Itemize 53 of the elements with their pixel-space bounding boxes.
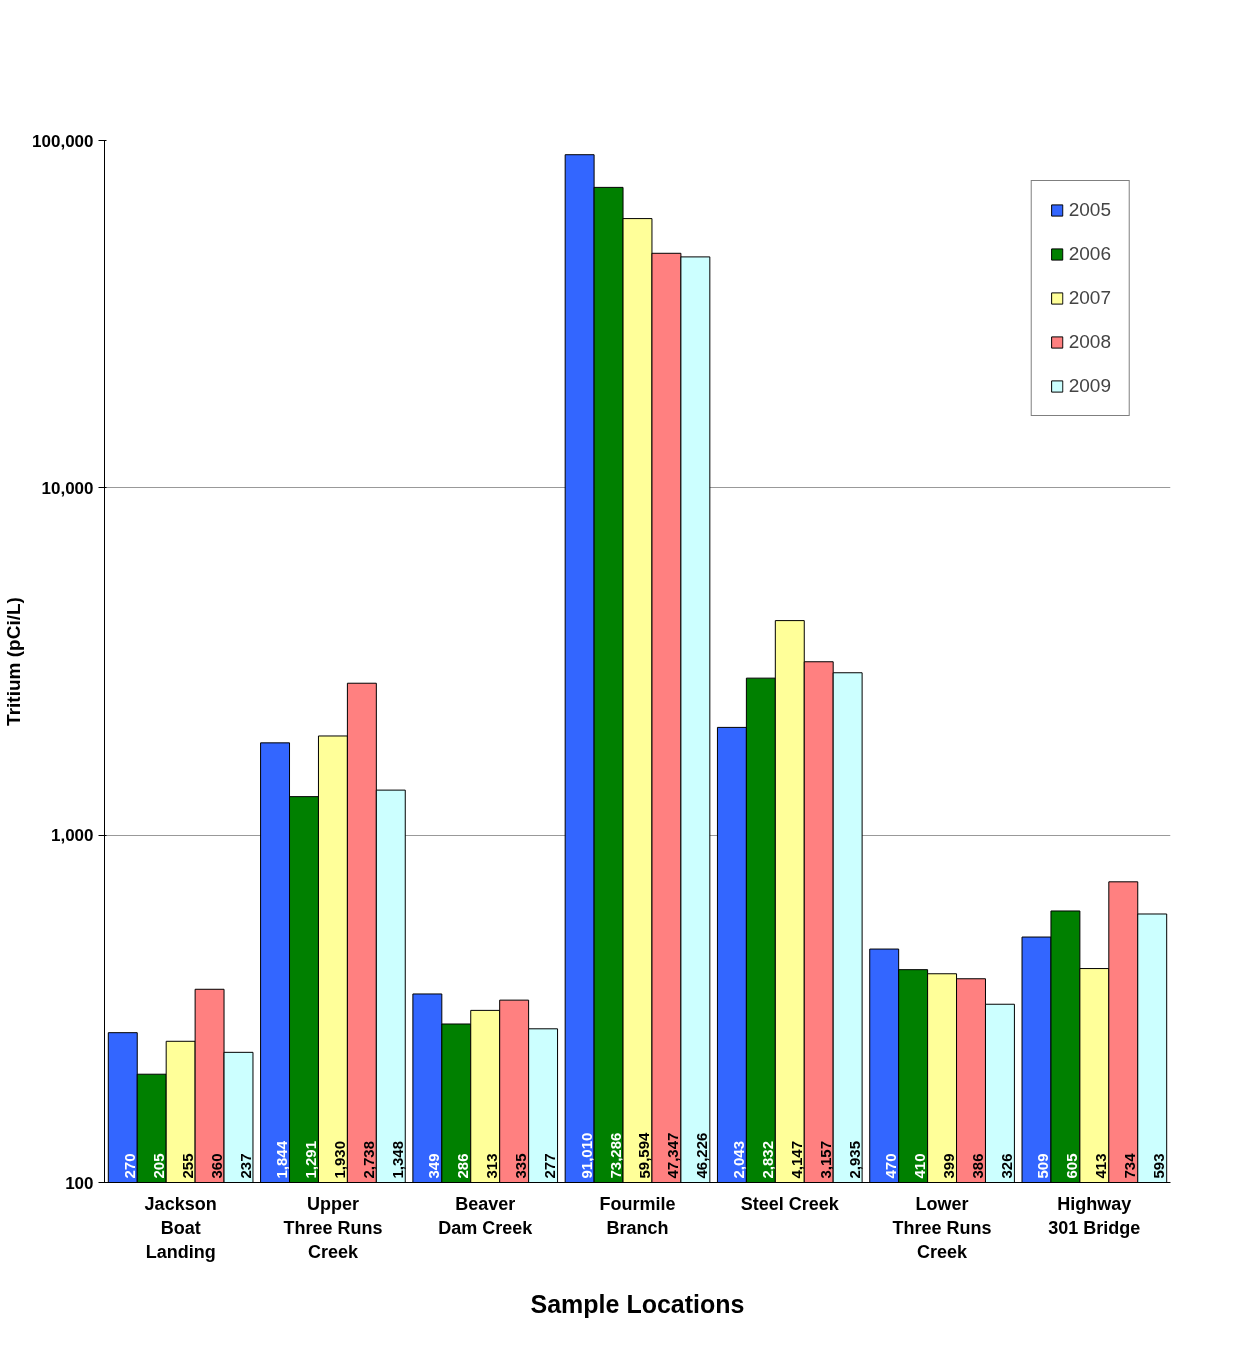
data-label: 410 — [911, 1153, 929, 1179]
data-label: 1,348 — [388, 1140, 406, 1179]
data-label: 593 — [1150, 1153, 1168, 1179]
y-tick-label: 100,000 — [32, 131, 94, 151]
data-label: 1,930 — [330, 1140, 348, 1179]
data-label: 73,286 — [606, 1132, 624, 1179]
data-label: 2,935 — [845, 1140, 863, 1179]
data-label: 335 — [512, 1153, 530, 1179]
data-label: 413 — [1092, 1153, 1110, 1179]
data-label: 2,832 — [758, 1140, 776, 1179]
data-label: 605 — [1063, 1153, 1081, 1179]
data-label: 326 — [997, 1153, 1015, 1179]
x-tick-label: Upper Three Runs Creek — [283, 1193, 383, 1262]
data-label: 270 — [120, 1153, 138, 1179]
data-label: 237 — [236, 1153, 254, 1179]
data-label: 286 — [454, 1153, 472, 1179]
data-label: 47,347 — [664, 1132, 682, 1179]
data-label: 509 — [1034, 1153, 1052, 1179]
data-label: 2,043 — [729, 1140, 747, 1179]
legend-label: 2006 — [1068, 243, 1111, 265]
legend-label: 2005 — [1068, 199, 1111, 221]
legend-label: 2009 — [1068, 375, 1111, 397]
data-label: 1,291 — [301, 1140, 319, 1179]
x-axis-title: Sample Locations — [530, 1289, 745, 1318]
data-label: 734 — [1121, 1152, 1139, 1179]
data-label: 386 — [969, 1153, 987, 1179]
y-axis-title: Tritium (pCi/L) — [3, 597, 25, 726]
y-tick-label: 10,000 — [41, 478, 94, 498]
data-label: 205 — [149, 1153, 167, 1179]
data-label: 313 — [483, 1153, 501, 1179]
legend-label: 2008 — [1068, 331, 1111, 353]
data-label: 1,844 — [273, 1140, 291, 1179]
x-tick-label: Beaver Dam Creek — [438, 1193, 534, 1238]
legend-label: 2007 — [1068, 287, 1111, 309]
x-tick-label: Lower Three Runs Creek — [892, 1193, 992, 1262]
data-label: 349 — [425, 1153, 443, 1179]
x-tick-label: Steel Creek — [740, 1193, 840, 1214]
data-label: 91,010 — [577, 1132, 595, 1179]
data-label: 470 — [882, 1153, 900, 1179]
x-tick-label: Jackson Boat Landing — [144, 1193, 217, 1262]
data-label: 59,594 — [635, 1131, 653, 1179]
data-label: 3,157 — [816, 1140, 834, 1179]
data-label: 399 — [940, 1153, 958, 1179]
data-label: 360 — [207, 1153, 225, 1179]
data-label: 255 — [178, 1153, 196, 1179]
y-tick-label: 100 — [65, 1173, 94, 1193]
data-label: 46,226 — [693, 1132, 711, 1179]
y-tick-label: 1,000 — [50, 826, 94, 846]
x-tick-label: Highway 301 Bridge — [1048, 1193, 1141, 1238]
data-label: 4,147 — [787, 1140, 805, 1179]
x-tick-label: Fourmile Branch — [599, 1193, 676, 1238]
data-label: 2,738 — [359, 1140, 377, 1179]
data-label: 277 — [541, 1153, 559, 1179]
